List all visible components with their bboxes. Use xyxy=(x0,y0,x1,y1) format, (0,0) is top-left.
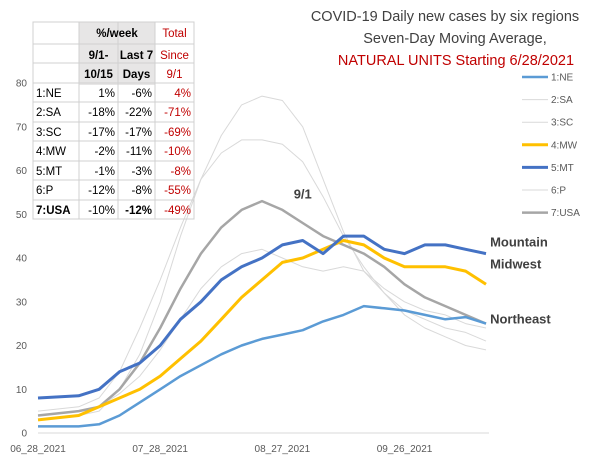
y-tick-label: 70 xyxy=(16,122,28,133)
series-line-2-sa xyxy=(37,95,487,421)
annotation-label: Mountain xyxy=(490,235,548,250)
table-period-cell: -10% xyxy=(88,205,115,217)
table-region-cell: 4:MW xyxy=(36,146,66,158)
table-region-cell: 1:NE xyxy=(36,88,62,100)
x-tick-label: 06_28_2021 xyxy=(10,444,66,455)
annotations: 9/1 Mountain Midwest Northeast xyxy=(294,187,552,327)
table-header-cell: Total xyxy=(162,28,186,40)
table-header-cell: Since xyxy=(160,50,189,62)
table-header-shade xyxy=(79,22,155,85)
table-region-cell: 6:P xyxy=(36,185,54,197)
y-tick-label: 40 xyxy=(16,254,28,265)
table-last7-cell: -22% xyxy=(125,107,152,119)
table-last7-cell: -3% xyxy=(132,166,152,178)
table-period-cell: -12% xyxy=(88,185,115,197)
y-tick-label: 50 xyxy=(16,210,28,221)
table-period-cell: -17% xyxy=(88,127,115,139)
chart-title-line2: Seven-Day Moving Average, xyxy=(363,31,547,47)
table-header-cell: 9/1- xyxy=(89,50,109,62)
table-total-cell: -55% xyxy=(164,185,191,197)
y-tick-label: 10 xyxy=(16,385,28,396)
chart-subtitle: NATURAL UNITS Starting 6/28/2021 xyxy=(338,53,574,69)
table-header-cell: 9/1 xyxy=(167,69,183,81)
legend-label: 7:USA xyxy=(551,208,580,219)
table-last7-cell: -6% xyxy=(132,88,152,100)
table-last7-cell: -17% xyxy=(125,127,152,139)
series-line-5-mt xyxy=(37,234,487,400)
legend-label: 3:SC xyxy=(551,118,573,129)
y-tick-label: 0 xyxy=(21,429,27,440)
table-period-cell: -2% xyxy=(95,146,115,158)
legend-label: 2:SA xyxy=(551,95,573,106)
annotation-label: Northeast xyxy=(490,311,551,326)
table-region-cell: 7:USA xyxy=(36,205,71,217)
table-last7-cell: -12% xyxy=(125,205,152,217)
legend-label: 5:MT xyxy=(551,163,574,174)
y-tick-label: 80 xyxy=(16,79,28,90)
series-line-1-ne xyxy=(38,304,487,428)
legend: 1:NE 2:SA 3:SC 4:MW 5:MT 6:P 7:USA xyxy=(522,73,580,219)
y-axis: 0 10 20 30 40 50 60 70 80 xyxy=(16,79,28,440)
y-tick-label: 30 xyxy=(16,297,28,308)
table-period-cell: -1% xyxy=(95,166,115,178)
x-axis: 06_28_2021 07_28_2021 08_27_2021 09_26_2021 xyxy=(10,444,433,455)
annotation-label: Midwest xyxy=(490,257,542,272)
x-tick-label: 08_27_2021 xyxy=(255,444,311,455)
table-region-cell: 3:SC xyxy=(36,127,62,139)
table-total-cell: -49% xyxy=(164,205,191,217)
table-period-cell: -18% xyxy=(88,107,115,119)
x-tick-label: 09_26_2021 xyxy=(377,444,433,455)
table-header-cell: %/week xyxy=(96,28,138,40)
table-total-cell: 4% xyxy=(174,88,191,100)
table-last7-cell: -8% xyxy=(132,185,152,197)
table-total-cell: -69% xyxy=(164,127,191,139)
table-total-cell: -8% xyxy=(171,166,191,178)
table-total-cell: -71% xyxy=(164,107,191,119)
table-region-cell: 2:SA xyxy=(36,107,61,119)
series-lines xyxy=(37,95,487,428)
y-tick-label: 20 xyxy=(16,341,28,352)
series-line-3-sc xyxy=(37,139,487,412)
legend-label: 4:MW xyxy=(551,140,578,151)
x-tick-label: 07_28_2021 xyxy=(132,444,188,455)
table-header-cell: Last 7 xyxy=(120,50,153,62)
table-header-cell: 10/15 xyxy=(84,69,113,81)
chart-title-line1: COVID-19 Daily new cases by six regions xyxy=(311,9,579,25)
series-line-6-p xyxy=(37,248,487,416)
table-total-cell: -10% xyxy=(164,146,191,158)
table-period-cell: 1% xyxy=(98,88,115,100)
legend-label: 1:NE xyxy=(551,73,574,84)
legend-label: 6:P xyxy=(551,186,566,197)
table-last7-cell: -11% xyxy=(126,146,152,158)
annotation-label: 9/1 xyxy=(294,187,312,202)
table-border xyxy=(32,21,195,220)
table-header-cell: Days xyxy=(123,69,151,81)
series-line-7-usa xyxy=(37,199,487,417)
table-region-cell: 5:MT xyxy=(36,166,62,178)
y-tick-label: 60 xyxy=(16,166,28,177)
summary-table: %/week Total 9/1- Last 7 Since 10/15 Days 9/1 1:… xyxy=(32,21,195,220)
series-line-4-mw xyxy=(37,239,487,422)
